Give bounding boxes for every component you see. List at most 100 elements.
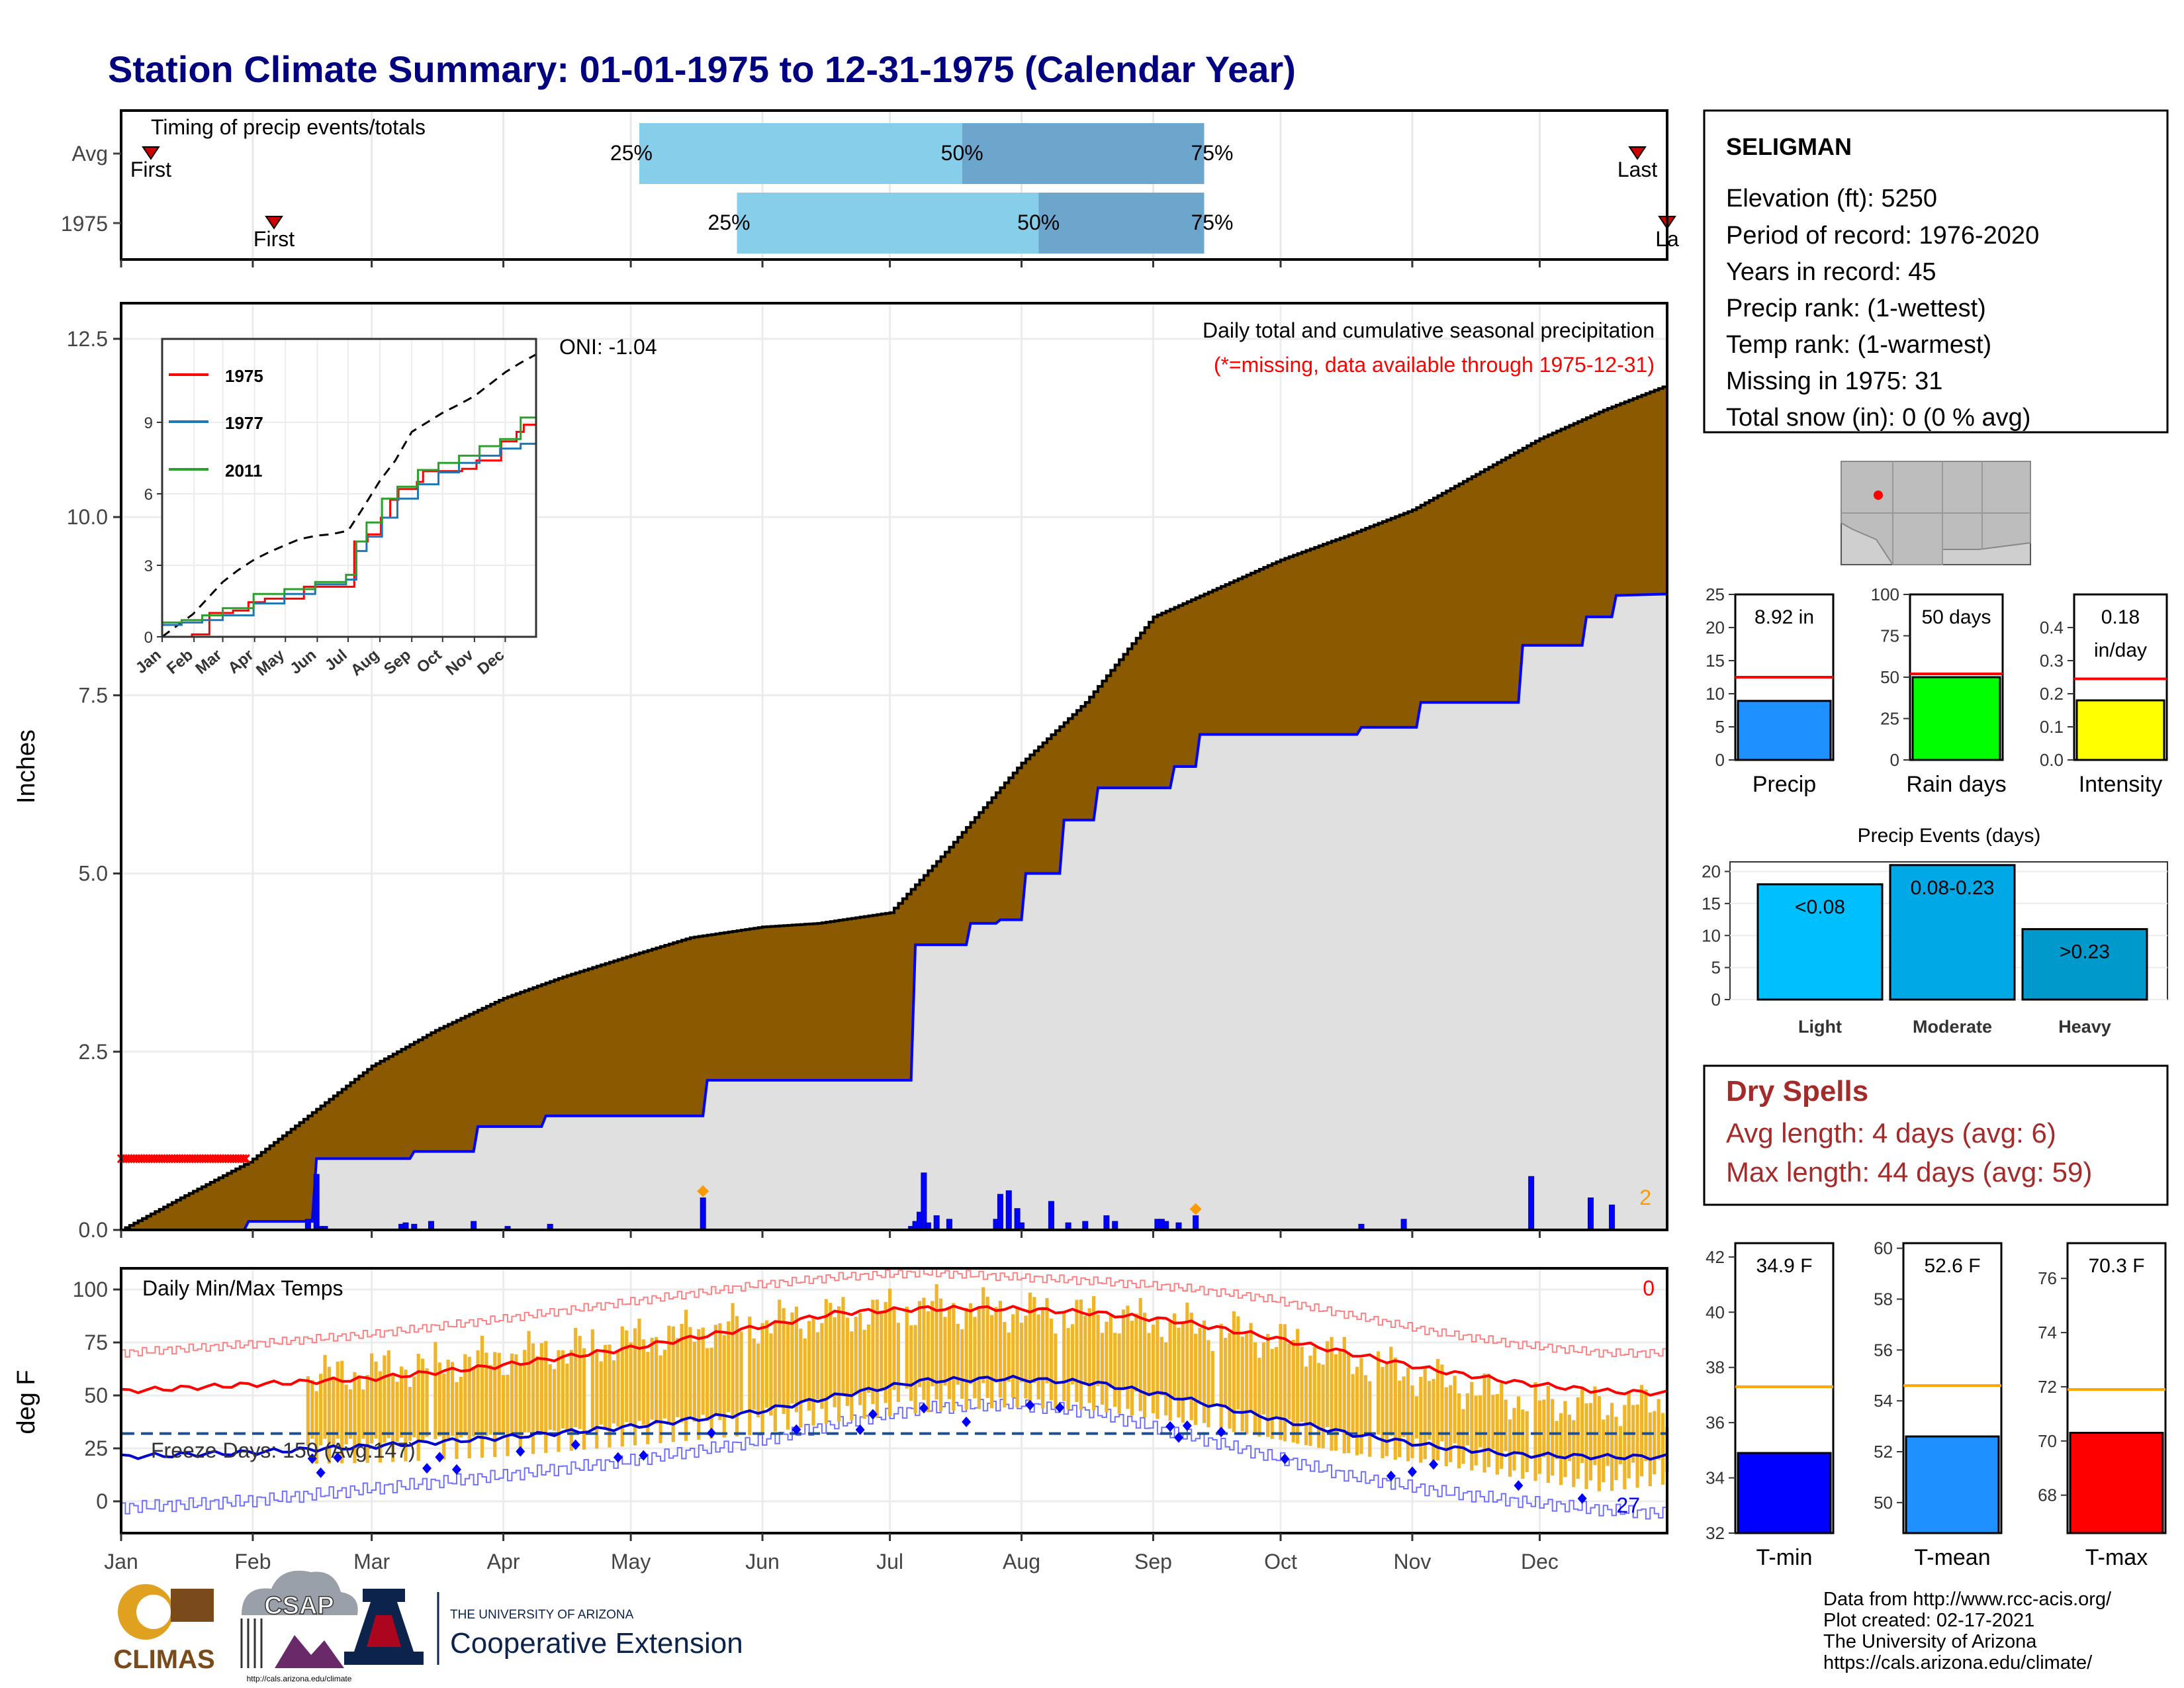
footer-plot-created: Plot created: 02-17-2021 [1823, 1610, 2034, 1631]
timing-last-label: Last [1617, 158, 1658, 181]
summary-y-tick-label: 38 [1706, 1358, 1725, 1378]
daily-temp-bar [574, 1327, 578, 1428]
timing-frame [120, 109, 1668, 261]
daily-temp-bar [1457, 1393, 1461, 1469]
summary-bar-precip [1737, 700, 1832, 761]
daily-temp-bar [1381, 1366, 1385, 1458]
daily-temp-bar [1435, 1358, 1440, 1461]
record-low-marker [919, 1403, 929, 1414]
inset-frame [161, 338, 537, 638]
daily-temp-bar [1593, 1386, 1597, 1466]
daily-temp-bar [569, 1350, 573, 1451]
daily-temp-bar [467, 1356, 471, 1459]
avg-max-line [120, 1304, 1668, 1397]
summary-value-label: 70.3 F [2088, 1255, 2144, 1277]
daily-temp-bar [527, 1331, 531, 1432]
events-bar-moderate [1889, 864, 2016, 1001]
daily-temp-bar [1257, 1358, 1261, 1437]
record-low-marker [1055, 1402, 1065, 1413]
daily-temp-bar [1160, 1336, 1163, 1395]
ua-small-text: THE UNIVERSITY OF ARIZONA [450, 1608, 634, 1622]
daily-temp-bar [1036, 1314, 1040, 1400]
summary-y-tick-label: 100 [1871, 585, 1899, 604]
daily-temp-bar [956, 1323, 960, 1385]
summary-y-tick-label: 34 [1706, 1468, 1725, 1488]
daily-temp-bar [871, 1299, 875, 1404]
daily-temp-bar [938, 1298, 943, 1412]
inset-lines [161, 353, 537, 638]
daily-temp-bar [769, 1333, 773, 1416]
csap-logo-text: CSAP [264, 1592, 334, 1620]
daily-temp-bar [1355, 1366, 1359, 1456]
daily-temp-bar [357, 1375, 361, 1444]
daily-temp-bar [1610, 1403, 1614, 1491]
daily-temp-bar [1338, 1350, 1342, 1430]
summary-y-tick-label: 0.0 [2040, 750, 2064, 770]
month-label-dec: Dec [1521, 1550, 1559, 1573]
daily-temp-bar [655, 1336, 659, 1425]
daily-temp-bar [578, 1336, 582, 1429]
daily-temp-bar [1606, 1415, 1610, 1466]
precip-y-tick-label: 12.5 [67, 327, 108, 351]
daily-temp-bar [1453, 1376, 1457, 1444]
month-label-sep: Sep [1134, 1550, 1172, 1573]
daily-temp-bar [1287, 1343, 1291, 1420]
daily-precip-bar [921, 1172, 927, 1231]
observed-cumulative-area [121, 594, 1667, 1230]
month-label-jan: Jan [104, 1550, 138, 1573]
record-low-marker [307, 1453, 317, 1464]
daily-temp-bar [484, 1352, 488, 1436]
daily-temp-bar [858, 1313, 862, 1405]
daily-temp-bar [336, 1361, 340, 1439]
precip-y-tick-label: 5.0 [79, 862, 108, 886]
record-low-marker [962, 1416, 972, 1427]
daily-temp-bar [518, 1366, 522, 1456]
daily-temp-bar [1551, 1399, 1555, 1476]
daily-precip-bar [933, 1215, 940, 1231]
daily-temp-bar [1083, 1315, 1087, 1385]
month-label-jul: Jul [876, 1550, 903, 1573]
daily-temp-bar [884, 1301, 887, 1403]
daily-temp-bar [824, 1299, 828, 1424]
daily-temp-bar [973, 1317, 977, 1399]
month-label-feb: Feb [234, 1550, 271, 1573]
daily-temp-bar [1347, 1352, 1351, 1453]
daily-precip-bar [700, 1197, 706, 1231]
daily-temp-bar [323, 1354, 327, 1439]
inset-avg-line [161, 353, 537, 638]
daily-temp-bar [1470, 1382, 1474, 1471]
events-category-label: Moderate [1913, 1017, 1992, 1037]
summary-y-tick-label: 25 [1880, 709, 1899, 729]
daily-temp-bar [684, 1309, 688, 1441]
daily-temp-bar [1398, 1380, 1402, 1458]
record-low-marker [868, 1409, 878, 1420]
daily-temp-bar [727, 1321, 731, 1413]
daily-temp-bar [344, 1384, 348, 1444]
daily-temp-bar [998, 1300, 1003, 1398]
daily-precip-bar [1609, 1204, 1615, 1231]
daily-temp-bar [662, 1349, 667, 1419]
daily-temp-bar [1546, 1385, 1550, 1483]
daily-temp-bar [620, 1326, 624, 1447]
daily-temp-bar [1279, 1324, 1283, 1440]
footer-credits: Data from http://www.rcc-acis.org/ Plot … [1823, 1589, 2112, 1673]
daily-temp-bar [837, 1306, 841, 1422]
daily-temp-bar [705, 1348, 709, 1421]
month-axis: Jan Feb Mar Apr May Jun Jul Aug Sep Oct Nov Dec [104, 259, 1559, 1573]
daily-temp-bar [1402, 1376, 1406, 1437]
daily-temp-bar [1066, 1328, 1070, 1410]
timing-p50-label: 50% [1017, 211, 1060, 234]
month-label-may: May [611, 1550, 651, 1573]
climas-logo: CLIMAS [113, 1584, 215, 1674]
summary-y-tick-label: 5 [1715, 717, 1725, 737]
month-label-nov: Nov [1393, 1550, 1431, 1573]
record-low-marker [1407, 1466, 1417, 1477]
summary-y-tick-label: 20 [1706, 618, 1725, 637]
precip-y-label: Inches [13, 729, 40, 804]
hot-day-count: 0 [1643, 1276, 1655, 1300]
daily-temp-bar [1648, 1412, 1652, 1487]
daily-temp-bar [1109, 1315, 1113, 1388]
daily-temp-bar [688, 1327, 692, 1417]
daily-temp-bar [833, 1317, 837, 1407]
